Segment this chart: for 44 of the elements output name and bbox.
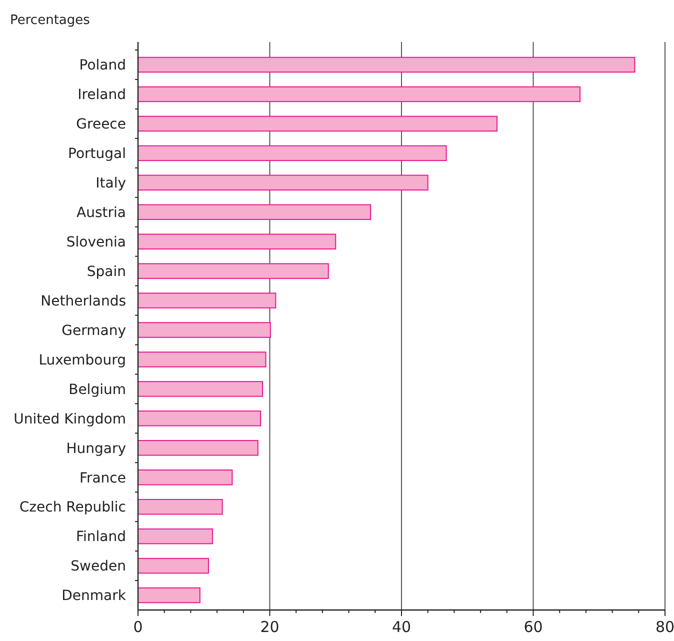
y-tick-label: Finland [76,529,126,546]
bar [138,145,447,162]
x-tick-label: 80 [655,618,674,636]
y-tick-label: Luxembourg [38,352,126,368]
y-tick-label: France [79,470,126,486]
bar [138,381,264,397]
y-tick-label: Germany [62,322,126,339]
bar [138,352,266,368]
y-tick-label: Poland [79,58,126,74]
x-tick-label: 0 [133,618,143,636]
y-tick-label: Belgium [68,382,126,398]
y-tick-label: Netherlands [40,293,126,310]
x-tick-label: 20 [260,618,280,636]
bar [138,174,428,190]
x-tick-label: 40 [392,618,412,636]
bar [138,470,233,486]
bar [138,410,262,426]
bar [138,440,258,456]
y-tick-label: Czech Republic [19,500,126,516]
bar [138,263,329,279]
bar [138,86,581,102]
bar [138,56,636,73]
y-tick-label: Austria [76,205,126,222]
y-tick-label: Spain [86,264,126,280]
bar [138,558,209,574]
bar [138,587,200,604]
bar [138,116,498,132]
y-tick-label: Denmark [62,588,127,604]
y-tick-label: Italy [96,176,126,192]
bar [138,528,213,544]
y-tick-label: Greece [76,116,126,133]
y-tick-label: Sweden [70,558,126,575]
x-tick-label: 60 [524,618,543,636]
bar [138,322,271,338]
bar [138,204,372,220]
y-tick-label: Hungary [66,440,126,457]
bar [138,292,276,308]
y-tick-label: Portugal [68,146,126,162]
y-tick-label: United Kingdom [14,411,126,428]
chart-title: Percentages [10,13,90,28]
bar [138,234,336,250]
bar [138,498,223,515]
y-tick-label: Slovenia [66,234,126,250]
y-tick-label: Ireland [78,87,126,104]
